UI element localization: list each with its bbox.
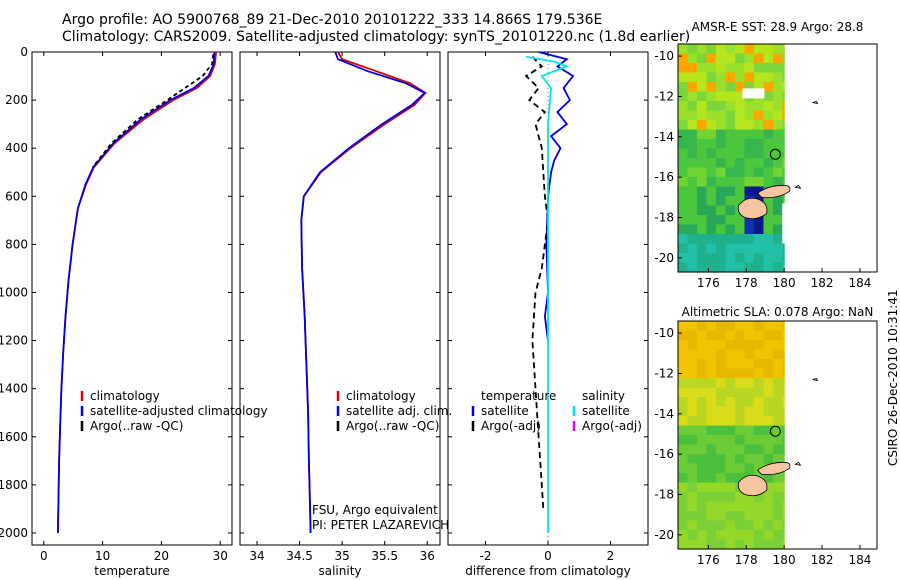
diff-legend-label: Argo(-adj): [481, 419, 541, 433]
sst-land-islets: [794, 101, 819, 189]
difference-series-1: [524, 56, 549, 509]
depth-tick-label: 200: [5, 93, 28, 107]
sla-map-ytick-label: -18: [654, 488, 674, 502]
salinity-xtick-label: 36: [420, 549, 435, 563]
sst-map-xtick-label: 180: [773, 276, 796, 290]
diff-legend-label: satellite: [582, 404, 630, 418]
temperature-xlabel: temperature: [94, 564, 169, 578]
sst-land-vanua-levu: [757, 184, 791, 199]
temperature-axes-frame: [31, 51, 233, 546]
diff-legend-label: temperature: [481, 389, 556, 403]
float-annotation: FSU, Argo equivalent: [312, 503, 438, 517]
sst-missing-data-patch: [782, 203, 793, 244]
difference-xtick-label: 2: [607, 549, 615, 563]
salinity-xlabel: salinity: [318, 564, 361, 578]
sla-map-xtick-label: 176: [697, 553, 720, 567]
sst-map-title: AMSR-E SST: 28.9 Argo: 28.8: [692, 20, 864, 34]
diff-legend-label: Argo(-adj): [582, 419, 642, 433]
salinity-axes-frame: [239, 51, 441, 546]
sst-map-ytick-label: -14: [654, 130, 674, 144]
temperature-xtick-label: 10: [95, 549, 110, 563]
salinity-legend-label: Argo(..raw -QC): [346, 419, 439, 433]
sla-map-xtick-label: 184: [848, 553, 871, 567]
depth-tick-label: 1000: [0, 285, 28, 299]
sst-map-ytick-label: -16: [654, 170, 674, 184]
sla-map-ytick-label: -20: [654, 528, 674, 542]
depth-tick-label: 1400: [0, 382, 28, 396]
salinity-legend-label: satellite adj. clim.: [346, 404, 452, 418]
difference-xtick-label: 0: [544, 549, 552, 563]
salinity-xtick-label: 35: [334, 549, 349, 563]
temperature-xtick-label: 30: [213, 549, 228, 563]
sst-map-ytick-label: -12: [654, 89, 674, 103]
temperature-xtick-label: 20: [154, 549, 169, 563]
sla-map-xtick-label: 182: [811, 553, 834, 567]
sla-map-frame: [677, 320, 878, 550]
sst-map-xtick-label: 178: [735, 276, 758, 290]
sst-map-ytick-label: -10: [654, 49, 674, 63]
sst-map-xtick-label: 184: [848, 276, 871, 290]
sst-map-frame: [677, 43, 878, 273]
salinity-xtick-label: 34.5: [286, 549, 313, 563]
sla-map-xtick-label: 180: [773, 553, 796, 567]
sla-map-ytick-label: -12: [654, 366, 674, 380]
difference-xlabel: difference from climatology: [465, 564, 631, 578]
sla-map-xtick-label: 178: [735, 553, 758, 567]
sla-land-vanua-levu: [757, 461, 791, 476]
salinity-xtick-label: 34: [249, 549, 264, 563]
temperature-legend-label: climatology: [90, 389, 160, 403]
float-annotation: PI: PETER LAZAREVICH: [312, 518, 449, 532]
sla-map-ytick-label: -16: [654, 447, 674, 461]
diff-legend-label: salinity: [582, 389, 625, 403]
depth-tick-label: 0: [20, 45, 28, 59]
sst-map-ytick-label: -20: [654, 251, 674, 265]
sla-land-viti-levu: [737, 474, 768, 497]
salinity-series-1: [300, 51, 427, 534]
temperature-legend-label: Argo(..raw -QC): [90, 419, 183, 433]
temperature-xtick-label: 0: [40, 549, 48, 563]
difference-series-2: [525, 55, 570, 533]
climatology-subtitle: Climatology: CARS2009. Satellite-adjuste…: [62, 29, 691, 45]
sla-land-islets: [794, 378, 819, 466]
depth-tick-label: 1800: [0, 478, 28, 492]
temperature-series-0: [57, 51, 217, 534]
sst-argo-position-marker: [769, 148, 781, 160]
diff-legend-label: satellite: [481, 404, 529, 418]
sla-argo-position-marker: [769, 425, 781, 437]
depth-tick-label: 2000: [0, 526, 28, 540]
depth-tick-label: 600: [5, 189, 28, 203]
sst-land-viti-levu: [737, 197, 768, 220]
salinity-legend-label: climatology: [346, 389, 416, 403]
sla-map-ytick-label: -14: [654, 407, 674, 421]
difference-xtick-label: -2: [480, 549, 492, 563]
depth-tick-label: 1200: [0, 334, 28, 348]
temperature-series-2: [91, 54, 215, 168]
salinity-series-0: [300, 51, 427, 534]
sla-map-ytick-label: -10: [654, 326, 674, 340]
sst-map-field: [678, 44, 793, 273]
sst-map-ytick-label: -18: [654, 211, 674, 225]
depth-tick-label: 800: [5, 237, 28, 251]
sst-missing-data-patch: [742, 88, 765, 99]
sst-map-xtick-label: 176: [697, 276, 720, 290]
depth-tick-label: 1600: [0, 430, 28, 444]
sla-map-title: Altimetric SLA: 0.078 Argo: NaN: [682, 305, 874, 319]
temperature-series-1: [57, 51, 216, 534]
salinity-xtick-label: 35.5: [371, 549, 398, 563]
sla-map-field: [678, 321, 785, 550]
profile-title: Argo profile: AO 5900768_89 21-Dec-2010 …: [62, 12, 603, 28]
difference-series-0: [538, 51, 575, 341]
depth-tick-label: 400: [5, 141, 28, 155]
temperature-legend-label: satellite-adjusted climatology: [90, 404, 268, 418]
sst-map-xtick-label: 182: [811, 276, 834, 290]
